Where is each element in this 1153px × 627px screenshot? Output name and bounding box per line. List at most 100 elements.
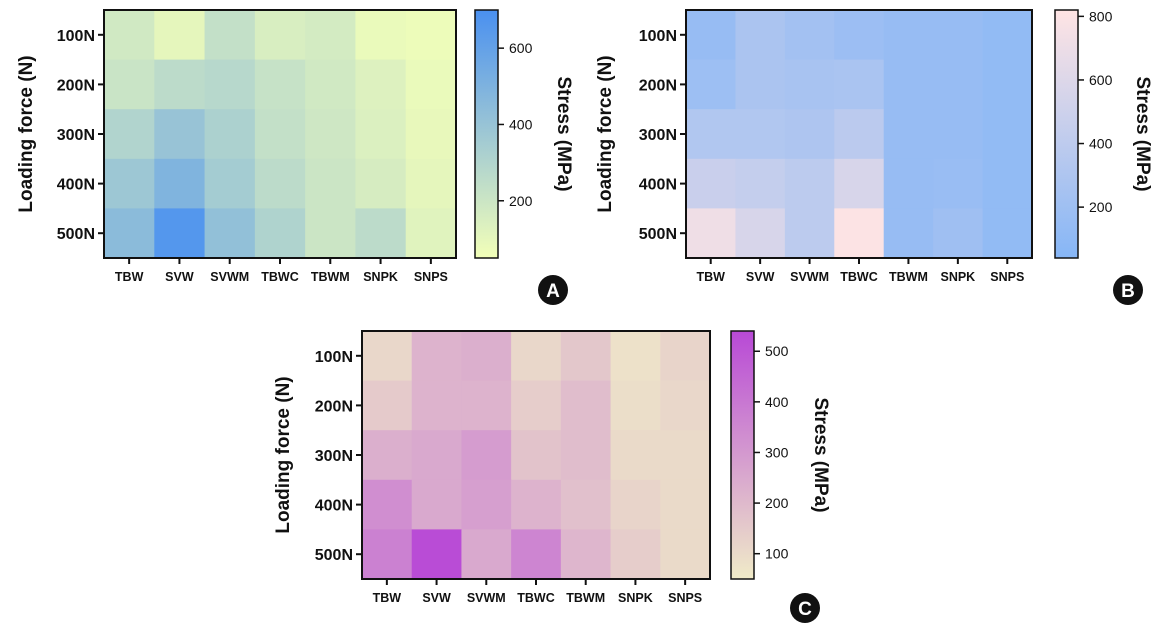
panel-c-x-tick-label: TBW [373, 591, 402, 605]
panel-a-y-tick-label: 300N [57, 127, 95, 144]
panel-a-cell-500N-SNPK [355, 208, 407, 259]
panel-c-cell-500N-SVW [411, 529, 463, 580]
panel-b-colorbar-label: Stress (MPa) [1132, 76, 1153, 191]
panel-a-colorbar-tick-label: 600 [509, 40, 533, 56]
panel-b: 100N 200N 300N 400N 500N TBW SVW SVWM TBWC TBWM S… [595, 8, 1153, 305]
panel-a-cell-500N-SVW [154, 208, 206, 259]
panel-a: 100N 200N 300N 400N 500N TBW SVW SVWM TBWC TBWM S… [16, 9, 574, 305]
panel-b-colorbar-tick-label: 200 [1089, 199, 1113, 215]
panel-b-cell-100N-SVWM [784, 10, 835, 61]
panel-c-y-ticks: 100N 200N 300N 400N 500N [315, 349, 362, 564]
panel-c-cell-500N-TBWC [511, 529, 562, 580]
panel-c-colorbar-tick-label: 300 [765, 444, 789, 460]
panel-a-x-tick-label: SVW [165, 270, 194, 284]
panel-c-cell-100N-TBW [362, 331, 413, 382]
panel-c-y-tick-label: 200N [315, 398, 353, 415]
panel-b-cell-200N-SNPS [982, 59, 1033, 110]
panel-a-cell-100N-SVWM [204, 10, 256, 61]
panel-c-cell-500N-SNPK [610, 529, 661, 580]
panel-b-cell-400N-SVWM [784, 158, 835, 209]
panel-c-x-tick-label: SNPK [618, 591, 653, 605]
panel-b-cell-300N-SNPS [982, 109, 1033, 160]
panel-c-y-tick-label: 100N [315, 349, 353, 366]
panel-b-y-tick-label: 100N [639, 28, 677, 45]
panel-b-colorbar-tick-label: 600 [1089, 72, 1113, 88]
panel-a-cell-200N-SVW [154, 59, 206, 110]
panel-a-colorbar-label: Stress (MPa) [553, 76, 574, 191]
panel-a-cell-500N-SNPS [405, 208, 457, 259]
panel-a-cell-200N-SNPS [405, 59, 457, 110]
panel-b-y-tick-label: 200N [639, 77, 677, 94]
panel-b-colorbar-ticks: 200 400 600 800 [1078, 8, 1113, 215]
panel-b-x-tick-label: TBWC [840, 270, 878, 284]
panel-c-cell-500N-TBW [362, 529, 413, 580]
panel-b-colorbar-tick-label: 800 [1089, 8, 1113, 24]
panel-c-cell-400N-SVW [411, 479, 463, 530]
panel-a-y-axis-label: Loading force (N) [16, 55, 37, 212]
panel-b-cell-500N-TBW [686, 208, 737, 259]
panel-b-x-tick-label: SVWM [790, 270, 829, 284]
panel-c-cell-400N-TBW [362, 479, 413, 530]
panel-c-colorbar-tick-label: 500 [765, 343, 789, 359]
panel-a-badge: A [538, 275, 568, 305]
panel-a-x-tick-label: TBWC [261, 270, 299, 284]
panel-b-cells [686, 10, 1033, 259]
panel-b-badge: B [1113, 275, 1143, 305]
panel-c-cell-300N-TBW [362, 430, 413, 481]
panel-a-y-tick-label: 500N [57, 226, 95, 243]
panel-c-cell-200N-SNPK [610, 380, 661, 431]
panel-a-y-ticks: 100N 200N 300N 400N 500N [57, 28, 104, 243]
panel-b-y-axis-label: Loading force (N) [595, 55, 616, 212]
panel-a-colorbar [474, 9, 499, 259]
panel-a-x-tick-label: TBWM [311, 270, 350, 284]
panel-c-cell-100N-SVWM [461, 331, 512, 382]
panel-a-y-tick-label: 400N [57, 177, 95, 194]
panel-c-cell-100N-TBWC [511, 331, 562, 382]
panel-b-cell-500N-SVW [735, 208, 786, 259]
panel-c-cell-300N-SVWM [461, 430, 512, 481]
panel-b-cell-200N-TBWM [883, 59, 934, 110]
panel-c-cell-500N-TBWM [560, 529, 612, 580]
panel-c-cell-400N-SNPK [610, 479, 661, 530]
panel-a-y-tick-label: 100N [57, 28, 95, 45]
panel-b-y-tick-label: 400N [639, 177, 677, 194]
panel-c-cell-400N-SVWM [461, 479, 512, 530]
panel-b-cell-100N-SNPS [982, 10, 1033, 61]
panel-a-cell-400N-TBWC [254, 158, 306, 209]
panel-a-cell-200N-SVWM [204, 59, 256, 110]
panel-a-colorbar-tick-label: 200 [509, 193, 533, 209]
panel-a-cell-500N-TBWM [305, 208, 357, 259]
panel-c-cell-200N-SNPS [660, 380, 711, 431]
panel-a-badge-letter: A [546, 281, 560, 302]
panel-c-cell-200N-SVW [411, 380, 463, 431]
panel-b-cell-500N-SNPK [933, 208, 984, 259]
panel-c-colorbar [730, 330, 755, 580]
panel-a-cell-400N-SVWM [204, 158, 256, 209]
panel-b-cell-500N-TBWM [883, 208, 934, 259]
panel-a-cell-300N-TBWM [305, 109, 357, 160]
panel-b-cell-300N-SVWM [784, 109, 835, 160]
panel-a-cell-300N-SVW [154, 109, 206, 160]
panel-c: 100N 200N 300N 400N 500N TBW SVW SVWM TBWC TBWM S… [273, 330, 831, 623]
panel-a-cell-500N-TBWC [254, 208, 306, 259]
panel-a-cell-300N-SNPK [355, 109, 407, 160]
panel-c-badge: C [790, 593, 820, 623]
panel-c-cell-400N-SNPS [660, 479, 711, 530]
panel-b-x-tick-label: SNPK [940, 270, 975, 284]
panel-c-cell-200N-TBW [362, 380, 413, 431]
panel-c-colorbar-tick-label: 100 [765, 546, 789, 562]
panel-a-x-tick-label: SNPS [414, 270, 448, 284]
panel-c-x-tick-label: TBWC [517, 591, 555, 605]
panel-c-cell-500N-SVWM [461, 529, 512, 580]
panel-a-cell-300N-SNPS [405, 109, 457, 160]
panel-c-colorbar-label: Stress (MPa) [810, 397, 831, 512]
panel-c-cell-300N-SNPS [660, 430, 711, 481]
panel-a-colorbar-tick-label: 400 [509, 116, 533, 132]
panel-a-cell-200N-TBWC [254, 59, 306, 110]
panel-c-cell-200N-TBWM [560, 380, 612, 431]
panel-b-cell-300N-SNPK [933, 109, 984, 160]
panel-c-y-tick-label: 300N [315, 448, 353, 465]
panel-b-cell-200N-TBW [686, 59, 737, 110]
panel-a-cell-400N-TBWM [305, 158, 357, 209]
panel-c-x-tick-label: SVWM [467, 591, 506, 605]
